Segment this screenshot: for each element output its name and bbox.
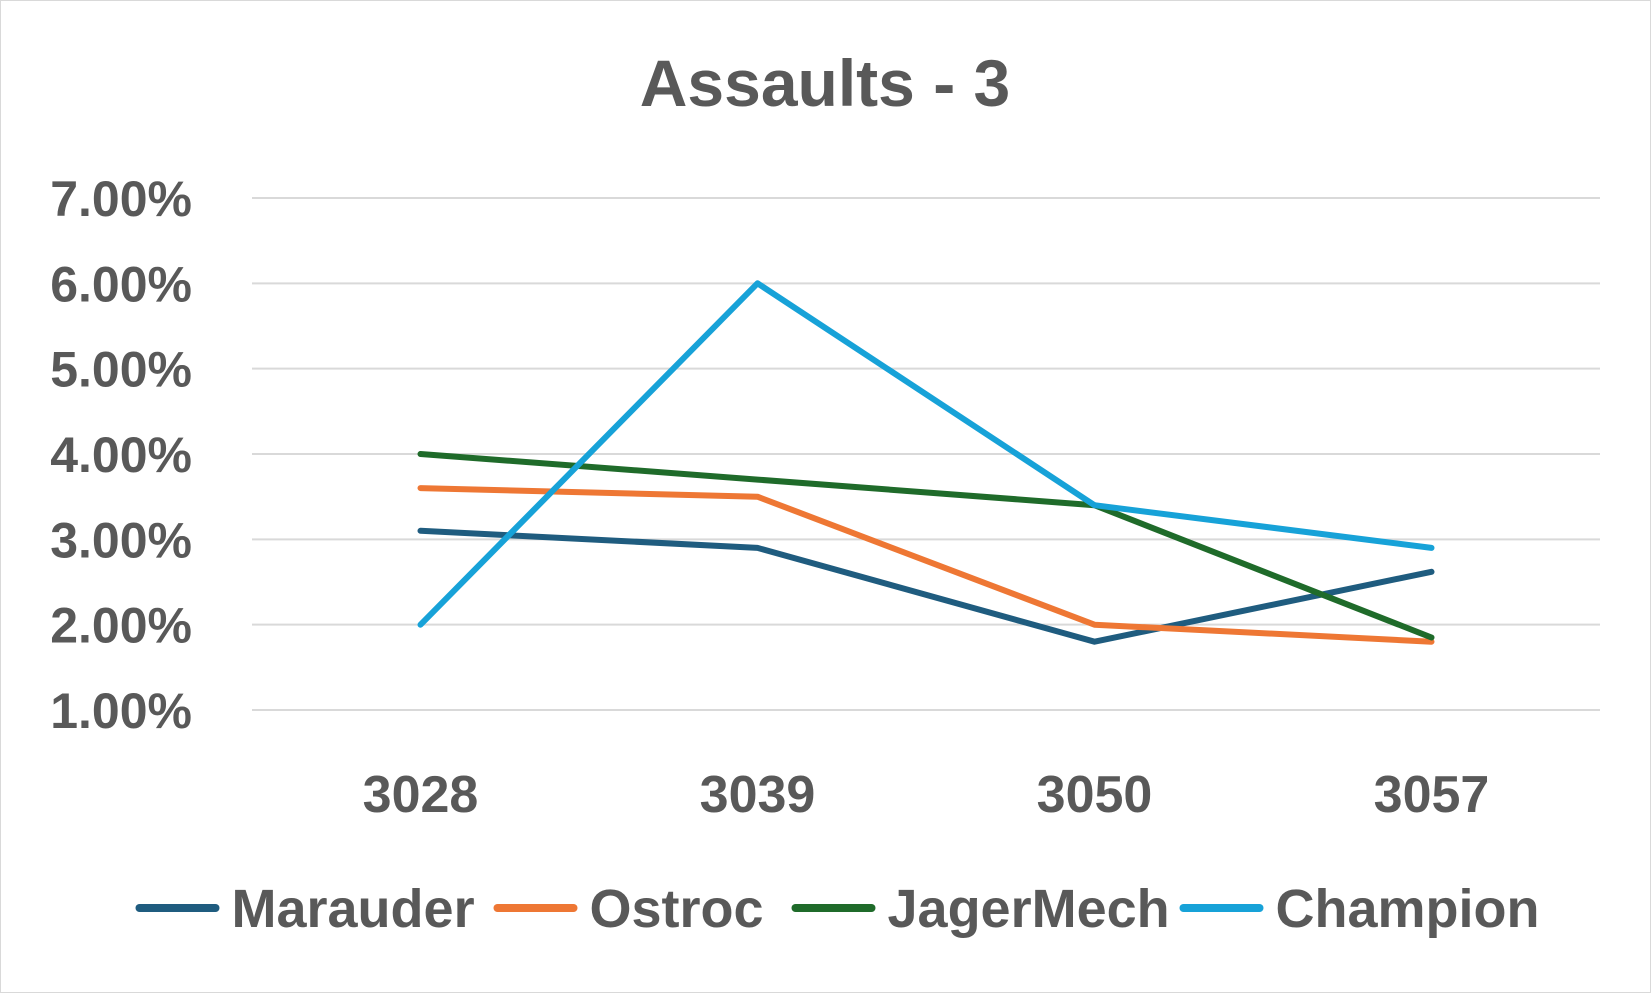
legend-label: Ostroc [590,879,764,939]
chart-title: Assaults - 3 [640,46,1010,120]
x-tick-label: 3039 [700,766,816,824]
y-tick-label: 1.00% [50,683,192,739]
y-tick-label: 4.00% [50,427,192,483]
y-tick-label: 6.00% [50,256,192,312]
y-axis-tick-labels: 7.00% 6.00% 5.00% 4.00% 3.00% 2.00% 1.00% [50,171,192,739]
legend-item-jagermech: JagerMech [791,879,1170,939]
series-line-ostroc [417,485,1435,645]
series-line-marauder [417,527,1435,645]
x-axis-tick-labels: 3028 3039 3050 3057 [363,766,1490,824]
gridlines [252,197,1600,711]
y-tick-label: 2.00% [50,598,192,654]
series-line-champion [417,280,1435,628]
y-tick-label: 3.00% [50,512,192,568]
x-tick-label: 3050 [1037,766,1153,824]
x-tick-label: 3028 [363,766,479,824]
legend-item-ostroc: Ostroc [493,879,764,939]
y-tick-label: 7.00% [50,171,192,227]
legend-label: JagerMech [888,879,1170,939]
series-lines [417,280,1435,645]
legend: Marauder Ostroc JagerMech Champion [135,879,1540,939]
legend-label: Marauder [232,879,475,939]
x-tick-label: 3057 [1374,766,1490,824]
series-line-jagermech [417,451,1435,641]
legend-item-marauder: Marauder [135,879,475,939]
legend-item-champion: Champion [1179,879,1540,939]
legend-label: Champion [1276,879,1540,939]
y-tick-label: 5.00% [50,342,192,398]
